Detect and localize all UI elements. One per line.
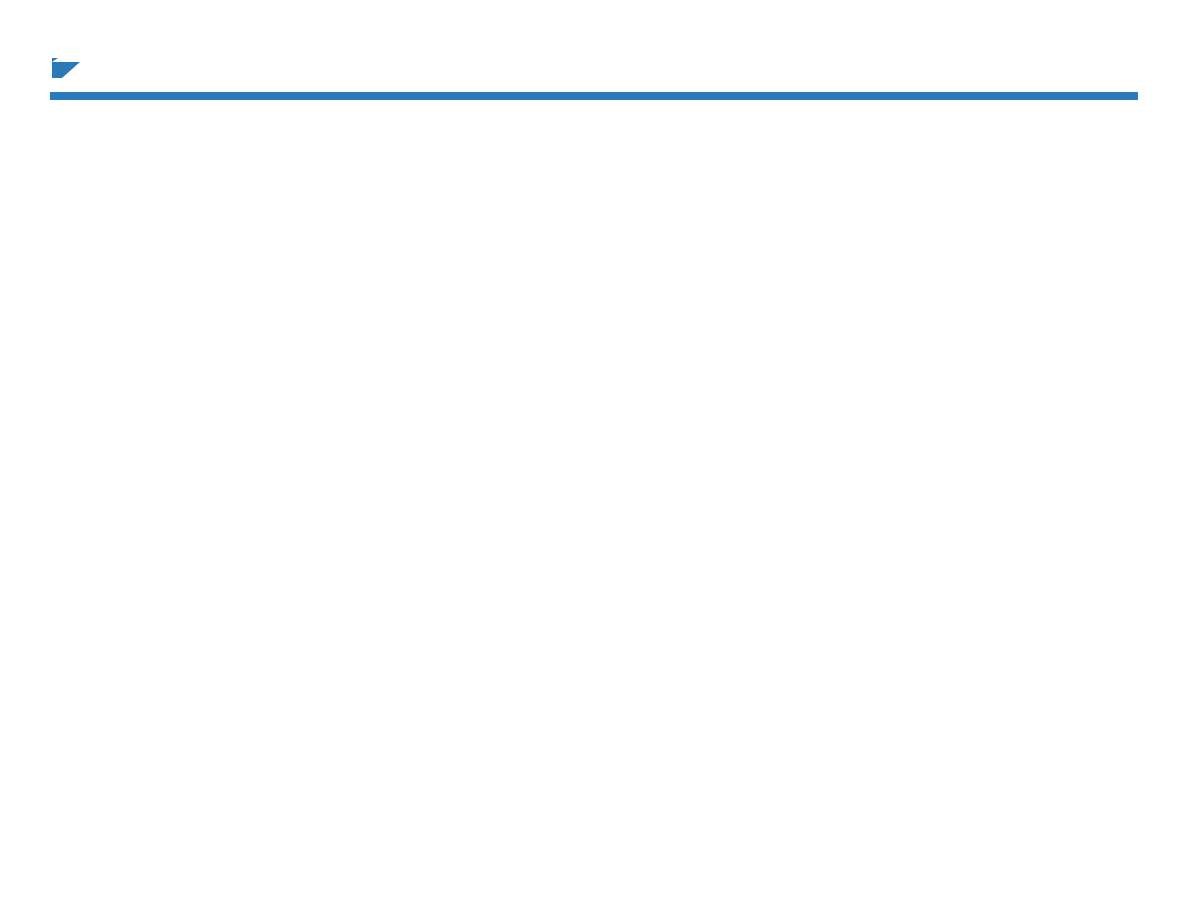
weekday-header-row	[50, 92, 1138, 100]
weekday-header	[827, 92, 982, 100]
weekday-header	[516, 92, 671, 100]
weekday-header	[50, 92, 205, 100]
weekday-header	[672, 92, 827, 100]
weekday-header	[983, 92, 1138, 100]
logo-top	[50, 58, 128, 82]
header	[50, 40, 1138, 74]
logo	[50, 40, 128, 74]
calendar-table	[50, 92, 1138, 100]
weekday-header	[205, 92, 360, 100]
flag-icon	[52, 58, 84, 78]
weekday-header	[361, 92, 516, 100]
